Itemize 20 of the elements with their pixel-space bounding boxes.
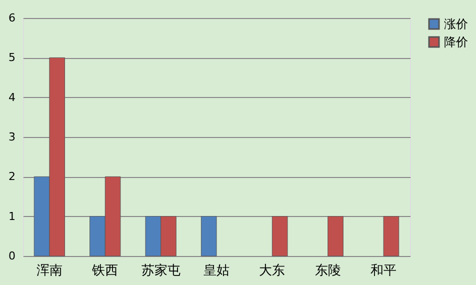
x-tick-label: 铁西 xyxy=(91,264,118,278)
x-tick-label: 大东 xyxy=(259,264,286,278)
y-tick-label: 5 xyxy=(8,51,16,64)
x-tick-label: 浑南 xyxy=(36,264,62,278)
bar xyxy=(383,216,400,256)
y-tick-label: 0 xyxy=(8,250,16,262)
y-tick-label: 6 xyxy=(8,12,16,24)
bar xyxy=(272,216,288,256)
x-tick-label: 和平 xyxy=(370,264,397,278)
legend-label: 涨价 xyxy=(444,17,468,31)
bar xyxy=(328,216,344,256)
legend-label: 降价 xyxy=(444,35,468,49)
y-tick-label: 1 xyxy=(8,210,16,223)
y-tick-label: 4 xyxy=(8,90,16,104)
y-tick-label: 2 xyxy=(8,170,16,184)
x-tick-label: 苏家屯 xyxy=(141,262,180,278)
y-tick-label: 3 xyxy=(8,130,16,144)
x-tick-label: 东陵 xyxy=(314,264,341,278)
x-tick-label: 皇姑 xyxy=(204,264,230,278)
bar xyxy=(200,216,217,256)
